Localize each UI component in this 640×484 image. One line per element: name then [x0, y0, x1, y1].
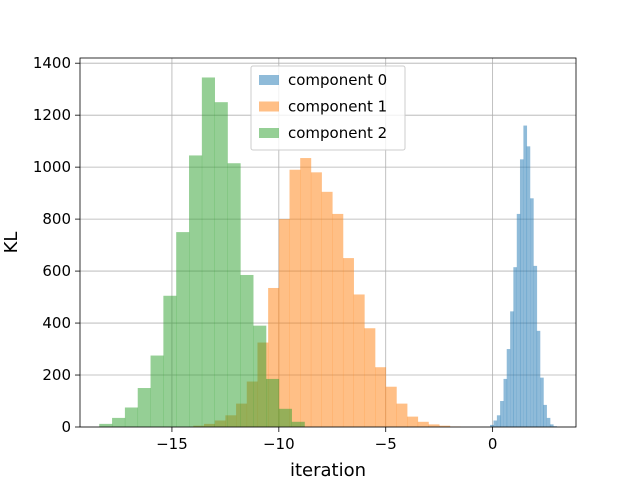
histogram-bar	[519, 159, 524, 427]
y-tick-label: 600	[42, 262, 71, 280]
histogram-bar	[516, 213, 521, 427]
series-component-2	[99, 77, 305, 427]
histogram-bar	[513, 267, 517, 427]
histogram-bar	[364, 328, 376, 427]
legend-frame	[250, 65, 406, 151]
histogram-bar	[385, 386, 397, 427]
histogram-bar	[278, 219, 290, 427]
y-tick-label: 1000	[33, 158, 71, 176]
y-tick-label: 200	[42, 366, 71, 384]
y-tick-label: 1400	[33, 54, 71, 72]
histogram-bar	[503, 378, 508, 427]
histogram-bar	[227, 163, 241, 427]
histogram-bar	[253, 325, 267, 427]
legend-item-component-1: component 1	[259, 98, 387, 116]
histogram-bar	[549, 424, 554, 427]
histogram-bar	[214, 102, 228, 427]
histogram-bar	[310, 172, 322, 427]
histogram-bar	[375, 367, 387, 427]
histogram-bar	[536, 330, 541, 427]
x-tick-label: −5	[375, 435, 397, 453]
histogram-bar	[533, 265, 538, 427]
legend-label: component 0	[288, 71, 387, 89]
histogram-bar	[500, 401, 504, 427]
histogram-bar	[530, 198, 534, 427]
histogram-bar	[439, 425, 451, 427]
histogram-bar	[342, 258, 354, 427]
y-tick-label: 1200	[33, 106, 71, 124]
histogram-bar	[268, 287, 280, 427]
histogram-bar	[189, 155, 203, 427]
histogram-bars	[99, 77, 557, 427]
legend-item-component-0: component 0	[259, 71, 387, 89]
histogram-bar	[526, 146, 531, 427]
legend-swatch	[259, 75, 279, 85]
legend-label: component 2	[288, 124, 387, 142]
x-tick-label: −15	[156, 435, 188, 453]
histogram-bar	[278, 408, 292, 427]
histogram-bar	[490, 424, 494, 427]
histogram-bar	[540, 377, 544, 427]
histogram-bar	[353, 294, 365, 427]
x-tick-label: −10	[263, 435, 295, 453]
histogram-bar	[396, 403, 408, 427]
histogram-bar	[137, 388, 151, 427]
histogram-bar	[407, 416, 419, 427]
histogram-bar	[99, 423, 113, 427]
histogram-bar	[240, 274, 254, 427]
histogram-bar	[163, 295, 177, 427]
histogram-bar	[506, 349, 511, 427]
series-component-0	[490, 125, 557, 427]
axis-ticks: −15 −10 −5 0 0 200 400 600 800 1000 1200 1400	[33, 54, 498, 453]
histogram-bar	[291, 421, 305, 427]
legend-label: component 1	[288, 98, 387, 116]
x-tick-label: 0	[488, 435, 498, 453]
plot-frame	[79, 57, 577, 428]
histogram-bar	[428, 424, 440, 427]
histogram-bar	[201, 77, 215, 427]
y-axis-label: KL	[1, 232, 22, 254]
histogram-bar	[493, 420, 498, 427]
histogram-bar	[289, 169, 301, 427]
y-tick-label: 800	[42, 210, 71, 228]
histogram-bar	[300, 158, 312, 427]
histogram-bar	[112, 417, 126, 427]
legend-swatch	[259, 128, 279, 138]
histogram-bar	[150, 355, 164, 427]
histogram-bar	[546, 417, 551, 427]
legend: component 0 component 1 component 2	[250, 65, 406, 151]
histogram-bar	[124, 407, 139, 427]
legend-item-component-2: component 2	[259, 124, 387, 142]
histogram-bar	[266, 378, 280, 427]
histogram-bar	[523, 125, 528, 427]
histogram-bar	[321, 191, 333, 427]
y-tick-label: 400	[42, 314, 71, 332]
histogram-bar	[543, 404, 547, 427]
x-axis-label: iteration	[290, 460, 366, 480]
y-tick-label: 0	[61, 418, 71, 436]
histogram-bar	[332, 213, 344, 427]
histogram-bar	[496, 415, 501, 427]
legend-swatch	[259, 101, 279, 112]
histogram-bar	[176, 232, 190, 427]
histogram-bar	[510, 311, 514, 427]
histogram-bar	[417, 421, 429, 427]
